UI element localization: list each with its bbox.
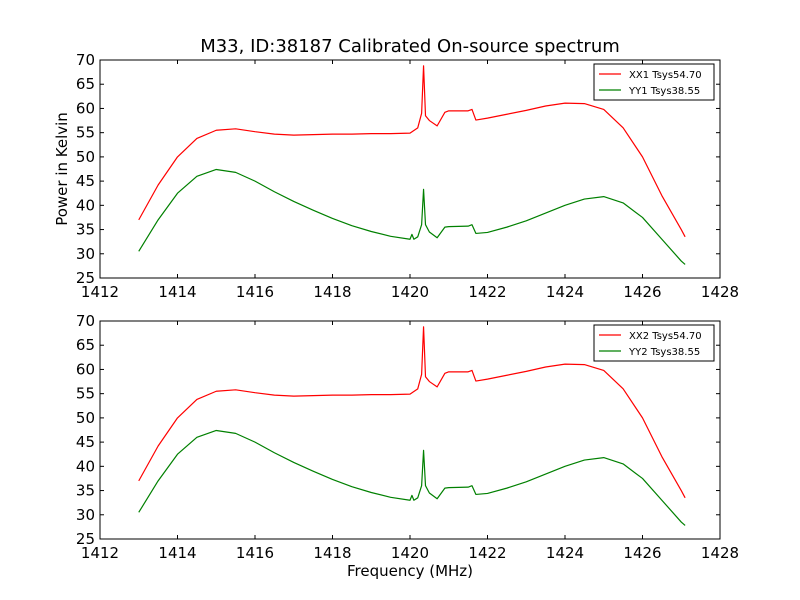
top-y-tick-label: 40 — [76, 196, 95, 214]
bottom-x-tick-label: 1420 — [391, 544, 429, 562]
top-series-line-2 — [138, 168, 686, 265]
top-spectrum-panel: 1412 1414 1416 1418 1420 1422 1424 1426 1428 25 30… — [53, 51, 739, 301]
bottom-y-tick-label: 35 — [76, 482, 95, 500]
bottom-x-tick-label: 1418 — [313, 544, 351, 562]
top-x-tick-label: 1416 — [236, 283, 274, 301]
bottom-x-axis-label: Frequency (MHz) — [347, 562, 473, 580]
bottom-y-tick-label: 40 — [76, 457, 95, 475]
bottom-legend-box — [593, 324, 715, 362]
top-y-tick-label: 35 — [76, 221, 95, 239]
top-legend: XX1 Tsys54.70 YY1 Tsys38.55 — [593, 63, 715, 101]
bottom-tick-layer: 1412 1414 1416 1418 1420 1422 1424 1426 1428 25 30… — [76, 312, 739, 562]
bottom-x-tick-label: 1412 — [81, 544, 119, 562]
bottom-axes-frame — [99, 320, 721, 540]
top-y-tick-label: 60 — [76, 99, 95, 117]
top-y-tick-label: 30 — [76, 245, 95, 263]
top-axes-frame — [99, 59, 721, 279]
top-x-tick-label: 1422 — [468, 283, 506, 301]
top-x-tick-label: 1428 — [701, 283, 739, 301]
bottom-legend-label-2: YY2 Tsys38.55 — [628, 347, 700, 358]
top-x-tick-label: 1414 — [158, 283, 196, 301]
chart-title: M33, ID:38187 Calibrated On-source spect… — [200, 36, 620, 57]
bottom-y-tick-label: 45 — [76, 433, 95, 451]
bottom-y-tick-label: 65 — [76, 336, 95, 354]
bottom-series-line-1 — [138, 326, 686, 499]
top-y-tick-label: 25 — [76, 269, 95, 287]
top-x-tick-label: 1418 — [313, 283, 351, 301]
top-x-tick-label: 1424 — [546, 283, 584, 301]
top-series-line-1 — [138, 65, 686, 238]
top-legend-label-1: XX1 Tsys54.70 — [629, 70, 702, 81]
bottom-spectrum-panel: 1412 1414 1416 1418 1420 1422 1424 1426 1428 25 30… — [76, 312, 739, 580]
bottom-x-tick-label: 1424 — [546, 544, 584, 562]
top-y-tick-label: 55 — [76, 124, 95, 142]
bottom-x-tick-label: 1426 — [623, 544, 661, 562]
bottom-x-tick-label: 1414 — [158, 544, 196, 562]
bottom-legend-label-1: XX2 Tsys54.70 — [629, 331, 702, 342]
bottom-y-tick-label: 25 — [76, 530, 95, 548]
top-legend-box — [593, 63, 715, 101]
top-y-axis-label: Power in Kelvin — [53, 112, 71, 226]
bottom-y-tick-label: 70 — [76, 312, 95, 330]
top-x-tick-label: 1426 — [623, 283, 661, 301]
top-y-tick-label: 65 — [76, 75, 95, 93]
bottom-legend: XX2 Tsys54.70 YY2 Tsys38.55 — [593, 324, 715, 362]
bottom-x-tick-label: 1416 — [236, 544, 274, 562]
bottom-y-tick-label: 30 — [76, 506, 95, 524]
top-y-tick-label: 70 — [76, 51, 95, 69]
top-y-tick-label: 45 — [76, 172, 95, 190]
bottom-x-tick-label: 1422 — [468, 544, 506, 562]
top-x-tick-label: 1420 — [391, 283, 429, 301]
bottom-x-tick-label: 1428 — [701, 544, 739, 562]
bottom-y-tick-label: 60 — [76, 360, 95, 378]
bottom-series-line-2 — [138, 429, 686, 526]
bottom-series-layer — [138, 326, 686, 526]
bottom-y-tick-label: 50 — [76, 409, 95, 427]
top-y-tick-label: 50 — [76, 148, 95, 166]
bottom-y-tick-label: 55 — [76, 385, 95, 403]
top-series-layer — [138, 65, 686, 265]
top-tick-layer: 1412 1414 1416 1418 1420 1422 1424 1426 1428 25 30… — [76, 51, 739, 301]
top-legend-label-2: YY1 Tsys38.55 — [628, 86, 700, 97]
top-x-tick-label: 1412 — [81, 283, 119, 301]
